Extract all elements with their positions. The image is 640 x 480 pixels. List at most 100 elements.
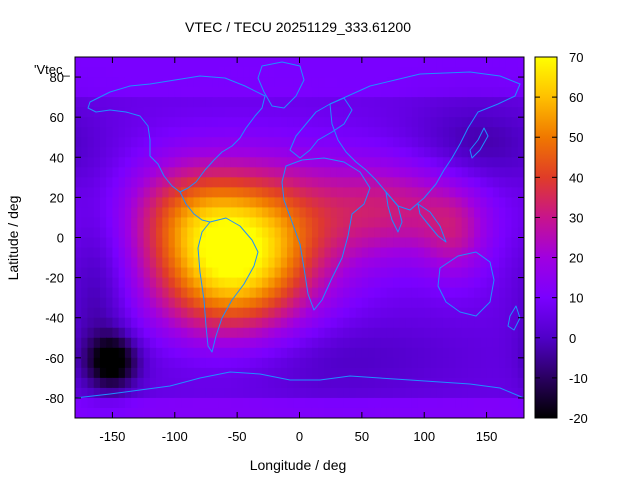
heat-cell <box>212 377 220 389</box>
heat-cell <box>492 317 500 329</box>
heat-cell <box>224 107 232 118</box>
heat-cell <box>318 317 326 329</box>
heat-cell <box>405 277 413 289</box>
heat-cell <box>293 137 301 148</box>
colorbar <box>535 57 557 418</box>
heat-cell <box>230 167 238 178</box>
heat-cell <box>374 137 382 148</box>
heat-cell <box>193 407 201 418</box>
heat-cell <box>237 207 244 219</box>
heat-cell <box>131 197 138 209</box>
heat-cell <box>436 267 444 279</box>
heat-cell <box>424 377 432 389</box>
heat-cell <box>299 177 307 188</box>
heat-cell <box>99 127 107 138</box>
heat-cell <box>511 157 519 168</box>
heat-cell <box>187 227 195 239</box>
heat-cell <box>230 387 238 399</box>
heat-cell <box>274 137 282 148</box>
heat-cell <box>124 237 132 249</box>
heat-cell <box>467 267 475 279</box>
heat-cell <box>106 317 114 329</box>
heat-cell <box>143 307 151 319</box>
heat-cell <box>174 197 182 209</box>
heat-cell <box>218 187 226 198</box>
heat-cell <box>193 277 201 289</box>
heat-cell <box>305 327 313 339</box>
heat-cell <box>430 137 438 148</box>
heat-cell <box>99 187 107 198</box>
heat-cell <box>224 287 232 299</box>
heat-cell <box>75 87 82 98</box>
heat-cell <box>205 77 213 88</box>
heat-cell <box>374 327 382 339</box>
heat-cell <box>330 177 338 188</box>
heat-cell <box>262 137 269 148</box>
heat-cell <box>436 327 444 339</box>
heat-cell <box>330 347 338 359</box>
heat-cell <box>430 167 438 178</box>
heat-cell <box>218 287 226 299</box>
heat-cell <box>174 207 182 219</box>
heat-cell <box>374 67 382 78</box>
heat-cell <box>417 277 425 289</box>
heat-cell <box>193 367 201 379</box>
heat-cell <box>480 77 488 88</box>
heat-cell <box>499 107 506 118</box>
heat-cell <box>461 177 469 188</box>
heat-cell <box>467 217 475 229</box>
heat-cell <box>386 367 394 379</box>
heat-cell <box>224 117 232 128</box>
heat-cell <box>442 207 450 219</box>
heat-cell <box>181 307 188 319</box>
coast-southeast-asia <box>417 203 447 243</box>
heat-cell <box>187 397 195 409</box>
colorbar-tick-label: 20 <box>569 251 583 266</box>
heat-cell <box>280 147 288 158</box>
heat-cell <box>118 147 126 158</box>
heat-cell <box>368 357 375 369</box>
heat-cell <box>118 317 126 329</box>
heat-cell <box>330 227 338 239</box>
heat-cell <box>324 397 332 409</box>
heat-cell <box>311 367 319 379</box>
heat-cell <box>430 247 438 259</box>
heat-cell <box>436 397 444 409</box>
heat-cell <box>287 187 294 198</box>
heat-cell <box>118 377 126 389</box>
heat-cell <box>237 177 244 188</box>
heat-cell <box>268 77 276 88</box>
heat-cell <box>505 277 513 289</box>
heat-cell <box>455 367 463 379</box>
heat-cell <box>361 187 369 198</box>
heat-cell <box>499 57 506 68</box>
heat-cell <box>467 127 475 138</box>
heat-cell <box>87 267 95 279</box>
heat-cell <box>212 327 220 339</box>
heat-cell <box>75 77 82 88</box>
heat-cell <box>368 307 375 319</box>
heat-cell <box>361 307 369 319</box>
heat-cell <box>75 247 82 259</box>
heat-cell <box>318 107 326 118</box>
heat-cell <box>249 167 257 178</box>
heat-cell <box>162 307 170 319</box>
heat-cell <box>511 117 519 128</box>
heat-cell <box>137 367 145 379</box>
heat-cell <box>268 307 276 319</box>
heat-cell <box>87 187 95 198</box>
heat-cell <box>455 337 463 349</box>
heat-cell <box>293 67 301 78</box>
heat-cell <box>361 87 369 98</box>
heat-cell <box>156 157 163 168</box>
heat-cell <box>156 277 163 289</box>
heat-cell <box>224 67 232 78</box>
heat-cell <box>181 167 188 178</box>
heat-cell <box>517 337 524 349</box>
heat-cell <box>505 117 513 128</box>
heat-cell <box>405 217 413 229</box>
heat-cell <box>480 227 488 239</box>
heat-cell <box>218 397 226 409</box>
heat-cell <box>118 237 126 249</box>
